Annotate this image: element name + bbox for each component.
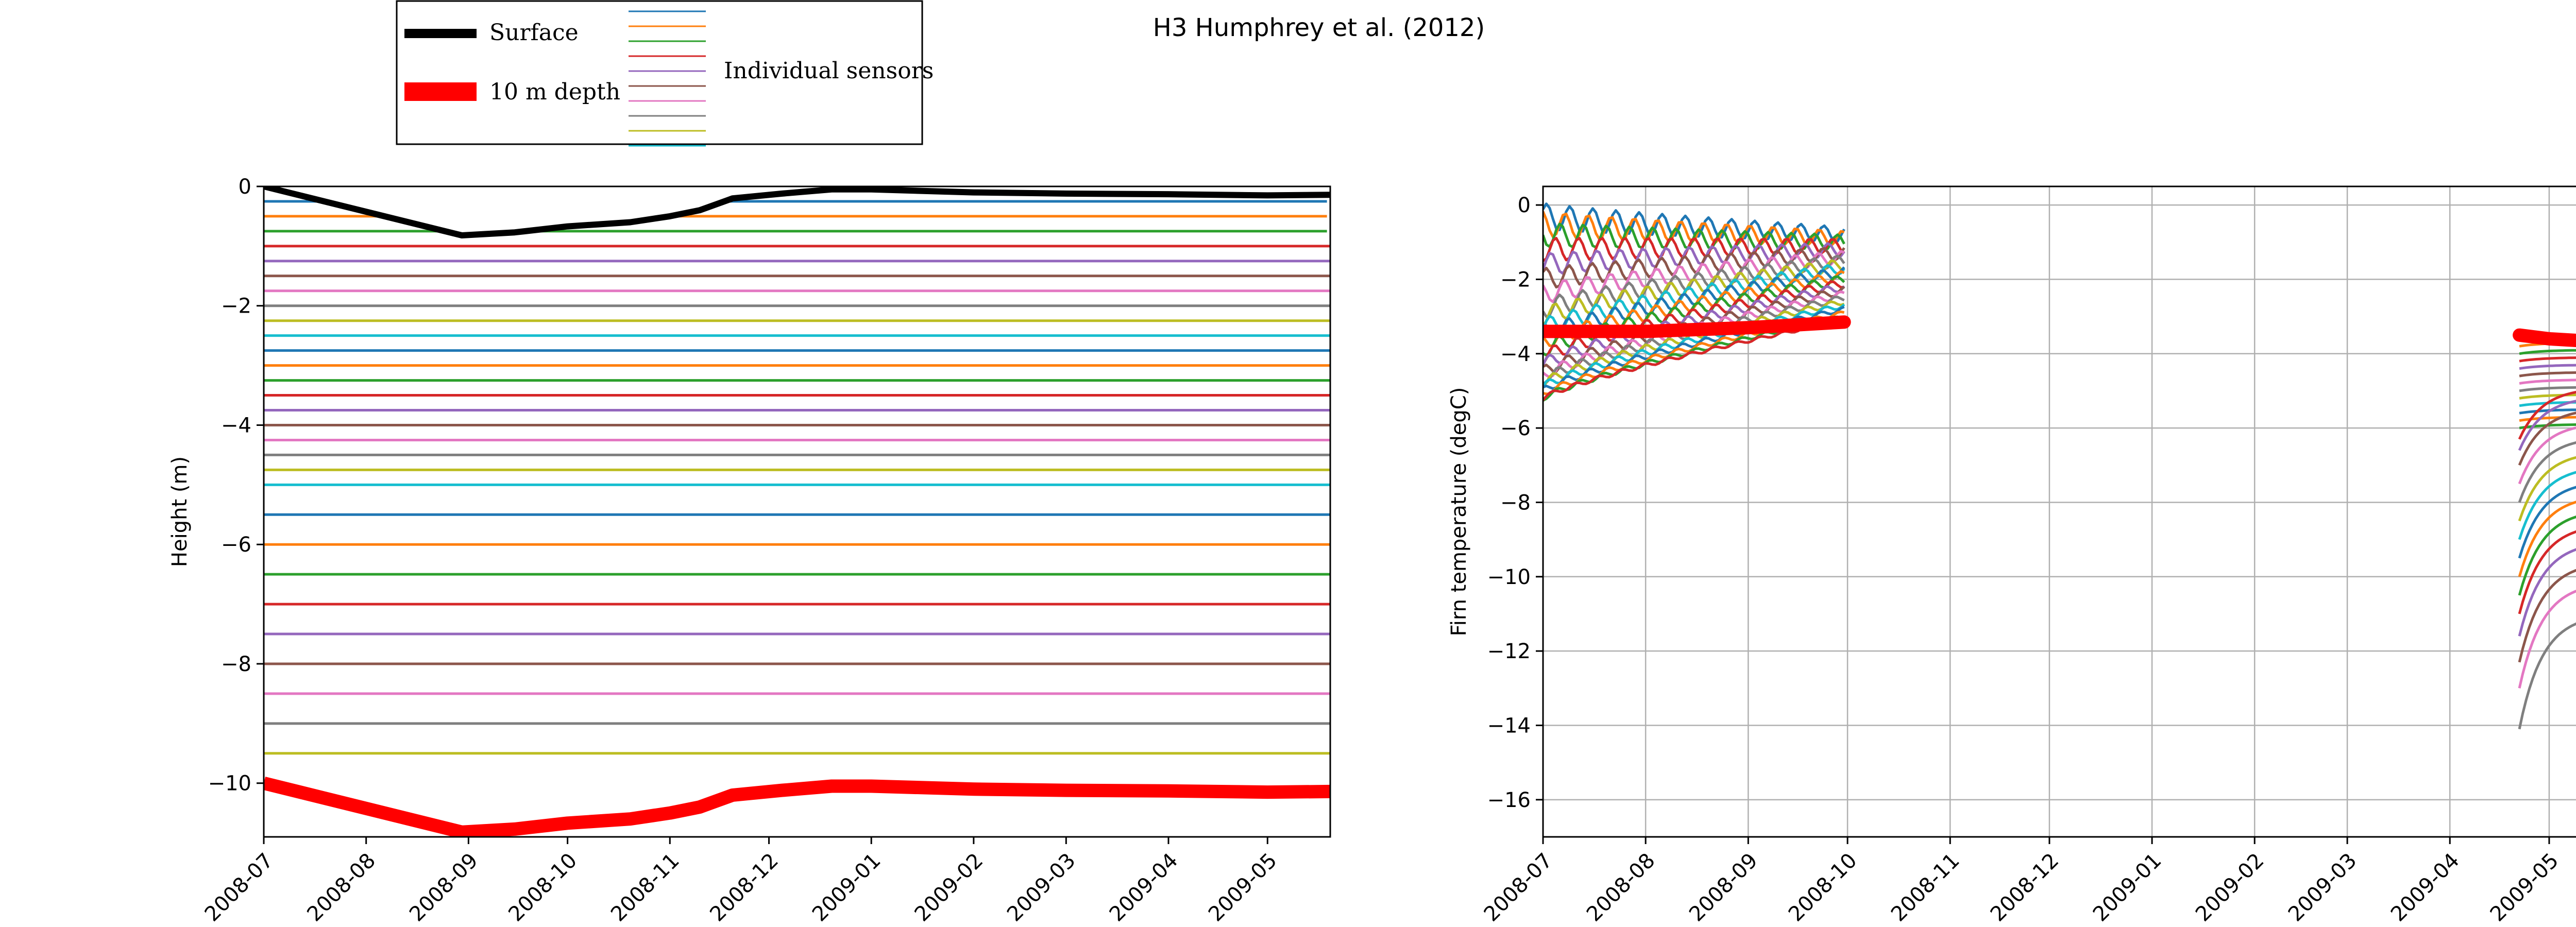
temperature-panel-x-tick-label: 2008-08 [1582, 849, 1660, 926]
sensor-temperature-line-spring [2519, 371, 2576, 377]
sensor-temperature-line-spring [2518, 471, 2576, 540]
height-panel-axes-frame [263, 185, 1331, 838]
temperature-panel-y-tick-label: −8 [1500, 491, 1531, 514]
sensor-temperature-line-spring [2518, 548, 2576, 637]
height-panel-x-tick-label: 2008-08 [302, 849, 380, 926]
height-panel-x-tick-label: 2009-05 [1204, 849, 1282, 926]
temperature-panel-axes-frame [1542, 185, 2576, 838]
ten-m-depth-line [264, 777, 1330, 837]
height-panel-y-tick-label: −6 [221, 533, 251, 557]
sensor-temperature-line-spring [2518, 486, 2576, 559]
temperature-panel-x-tick-label: 2008-09 [1685, 849, 1762, 926]
sensor-temperature-line-summer [1543, 320, 1845, 401]
temperature-panel-x-tick-label: 2008-12 [1986, 849, 2064, 926]
height-panel-x-tick-label: 2009-02 [910, 849, 988, 926]
height-panel-x-tick-label: 2009-01 [808, 849, 886, 926]
height-panel-x-tick-label: 2008-10 [504, 849, 582, 926]
temperature-panel-y-tick-label: −16 [1487, 788, 1531, 812]
sensor-temperature-line-spring [2519, 379, 2576, 385]
sensor-temperature-line-spring [2518, 590, 2576, 689]
height-panel-x-tick-label: 2008-12 [705, 849, 783, 926]
legend: Surface 10 m depth Individual sensors [396, 0, 934, 147]
temperature-panel-x-tick-label: 2009-02 [2191, 849, 2269, 926]
temperature-panel: 2008-07 2008-08 2008-09 2008-10 2008-11 2008-… [1447, 185, 2576, 926]
temperature-panel-plot-area [1543, 186, 2576, 837]
temperature-panel-x-tick-label: 2008-07 [1480, 849, 1557, 926]
temperature-panel-y-axis-label: Firn temperature (degC) [1447, 387, 1471, 637]
sensor-temperature-line-summer [1543, 222, 1845, 250]
height-panel-y-tick-label: −4 [221, 414, 251, 437]
legend-depth-label: 10 m depth [489, 79, 620, 105]
height-panel-y-axis-label: Height (m) [168, 456, 192, 567]
sensor-temperature-line-spring [2519, 416, 2576, 422]
height-panel-plot-area [264, 186, 1330, 837]
sensor-temperature-line-spring [2519, 349, 2576, 355]
sensor-temperature-line-spring [2518, 441, 2576, 503]
sensor-temperature-line-spring [2518, 426, 2576, 485]
height-panel-y-tick-label: −10 [208, 772, 251, 796]
sensor-temperature-line-spring [2518, 411, 2576, 466]
temperature-panel-y-tick-label: 0 [1518, 194, 1531, 217]
temperature-panel-y-tick-label: −4 [1500, 342, 1531, 366]
temperature-panel-y-tick-label: −2 [1500, 268, 1531, 291]
temperature-panel-y-tick-label: −6 [1500, 417, 1531, 440]
sensor-temperature-line-spring [2518, 390, 2576, 440]
sensor-temperature-line-spring [2518, 516, 2576, 596]
temperature-panel-y-tick-label: −10 [1487, 565, 1531, 589]
temperature-panel-x-tick-label: 2009-01 [2089, 849, 2166, 926]
temperature-panel-x-tick-label: 2008-11 [1887, 849, 1964, 926]
sensor-height-line [264, 230, 1327, 237]
temperature-panel-x-tick-label: 2008-10 [1784, 849, 1862, 926]
temperature-panel-y-tick-label: −12 [1487, 640, 1531, 663]
height-panel-y-tick-label: −2 [221, 295, 251, 318]
height-panel-x-tick-label: 2008-11 [606, 849, 684, 926]
surface-height-line [264, 186, 1330, 238]
sensor-temperature-line-spring [2518, 501, 2576, 577]
temperature-panel-x-tick-label: 2009-04 [2386, 849, 2464, 926]
height-panel-x-tick-label: 2009-04 [1105, 849, 1183, 926]
sensor-temperature-line-spring [2518, 400, 2576, 451]
sensor-temperature-line-spring [2518, 456, 2576, 522]
height-panel-x-tick-label: 2008-07 [200, 849, 278, 926]
legend-frame [396, 0, 923, 145]
sensor-temperature-line-spring [2518, 622, 2576, 730]
figure-title: H3 Humphrey et al. (2012) [1153, 13, 1485, 42]
legend-surface-label: Surface [489, 20, 579, 46]
sensor-temperature-line-spring [2518, 569, 2576, 663]
sensor-temperature-line-spring [2518, 530, 2576, 614]
ten-m-depth-temperature-summer [1543, 315, 1851, 338]
sensor-temperature-line-spring [2519, 356, 2576, 363]
height-panel-x-tick-label: 2009-03 [1003, 849, 1080, 926]
height-panel-y-tick-label: −8 [221, 653, 251, 676]
sensor-temperature-line-spring [2519, 408, 2576, 415]
sensor-temperature-line-spring [2519, 364, 2576, 370]
temperature-panel-y-tick-label: −14 [1487, 714, 1531, 737]
legend-sensor-swatches [629, 10, 706, 147]
sensor-temperature-line-spring [2519, 386, 2576, 392]
height-panel: 2008-07 2008-08 2008-09 2008-10 2008-11 2008-… [168, 175, 1331, 926]
temperature-panel-x-tick-label: 2009-03 [2284, 849, 2362, 926]
sensor-temperature-line-spring [2519, 423, 2576, 430]
ten-m-depth-temperature-spring [2513, 328, 2576, 347]
temperature-panel-x-tick-label: 2009-05 [2486, 849, 2564, 926]
legend-sensors-label: Individual sensors [724, 58, 934, 84]
height-panel-y-tick-label: 0 [239, 175, 251, 199]
height-panel-x-tick-label: 2008-09 [405, 849, 483, 926]
